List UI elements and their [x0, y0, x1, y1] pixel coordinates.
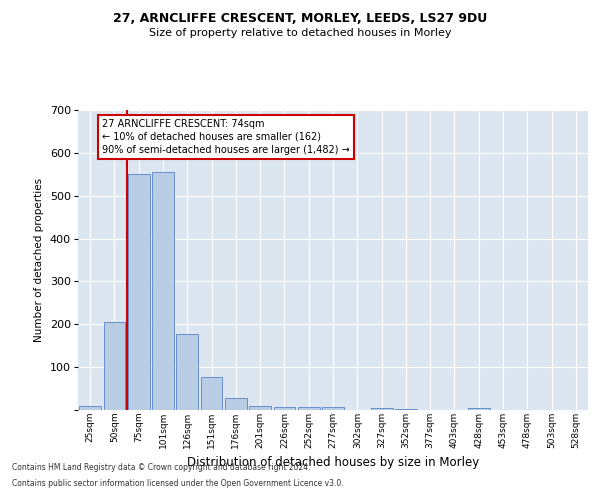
- Bar: [274, 406, 295, 410]
- Text: Contains HM Land Registry data © Crown copyright and database right 2024.: Contains HM Land Registry data © Crown c…: [12, 464, 311, 472]
- X-axis label: Distribution of detached houses by size in Morley: Distribution of detached houses by size …: [187, 456, 479, 469]
- Bar: [104, 322, 125, 410]
- Bar: [249, 406, 271, 410]
- Bar: [225, 398, 247, 410]
- Bar: [322, 406, 344, 410]
- Bar: [298, 406, 320, 410]
- Bar: [468, 408, 490, 410]
- Text: 27, ARNCLIFFE CRESCENT, MORLEY, LEEDS, LS27 9DU: 27, ARNCLIFFE CRESCENT, MORLEY, LEEDS, L…: [113, 12, 487, 26]
- Bar: [371, 408, 392, 410]
- Bar: [395, 408, 417, 410]
- Bar: [152, 172, 174, 410]
- Text: 27 ARNCLIFFE CRESCENT: 74sqm
← 10% of detached houses are smaller (162)
90% of s: 27 ARNCLIFFE CRESCENT: 74sqm ← 10% of de…: [102, 118, 350, 155]
- Y-axis label: Number of detached properties: Number of detached properties: [34, 178, 44, 342]
- Text: Contains public sector information licensed under the Open Government Licence v3: Contains public sector information licen…: [12, 478, 344, 488]
- Text: Size of property relative to detached houses in Morley: Size of property relative to detached ho…: [149, 28, 451, 38]
- Bar: [176, 334, 198, 410]
- Bar: [200, 376, 223, 410]
- Bar: [128, 174, 149, 410]
- Bar: [79, 406, 101, 410]
